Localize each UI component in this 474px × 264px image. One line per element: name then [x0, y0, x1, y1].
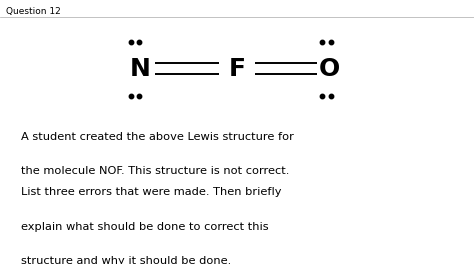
Text: explain what should be done to correct this: explain what should be done to correct t…	[21, 222, 269, 232]
Text: List three errors that were made. Then briefly: List three errors that were made. Then b…	[21, 187, 282, 197]
Text: the molecule NOF. This structure is not correct.: the molecule NOF. This structure is not …	[21, 166, 290, 176]
Text: F: F	[228, 57, 246, 81]
Text: O: O	[319, 57, 340, 81]
Text: Question 12: Question 12	[6, 7, 61, 16]
Text: N: N	[129, 57, 150, 81]
Text: A student created the above Lewis structure for: A student created the above Lewis struct…	[21, 132, 294, 142]
Text: structure and why it should be done.: structure and why it should be done.	[21, 256, 232, 264]
